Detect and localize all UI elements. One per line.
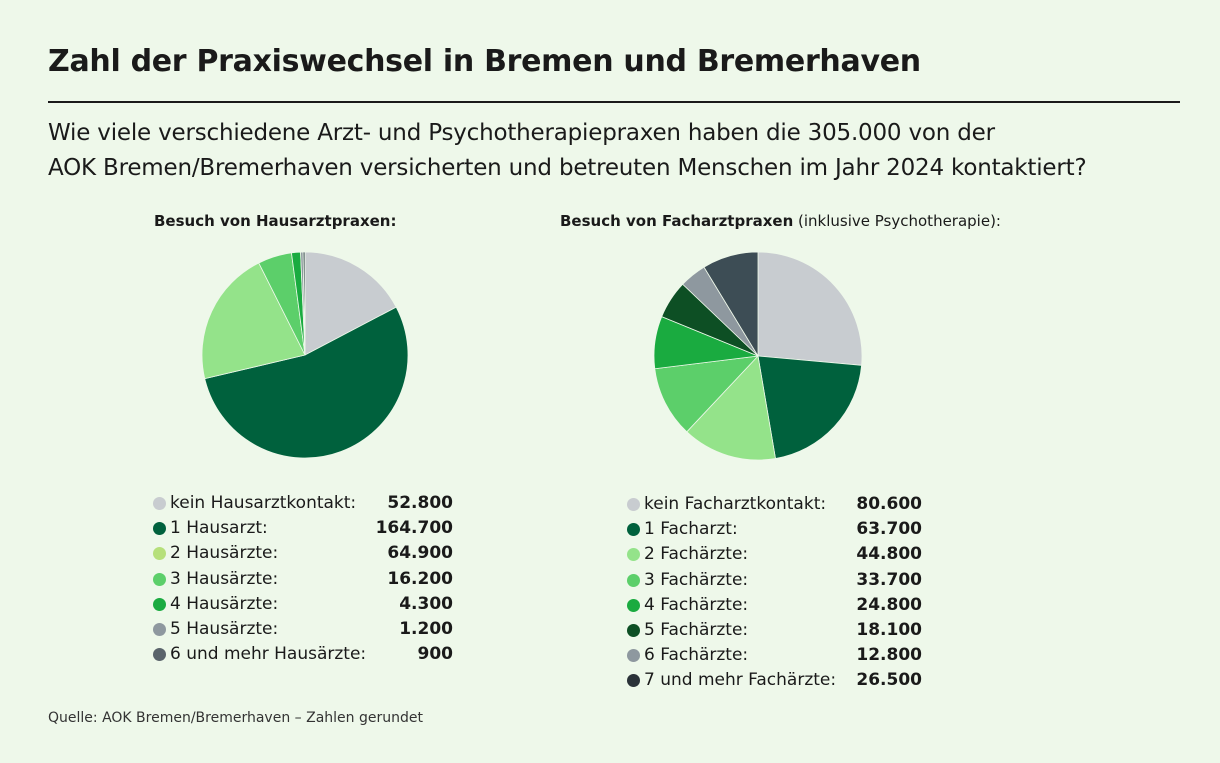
legend-label: kein Facharztkontakt: — [644, 494, 827, 514]
chart-title-facharzt: Besuch von Facharztpraxen (inklusive Psy… — [560, 212, 1001, 230]
legend-label: 2 Fachärzte: — [644, 544, 749, 565]
pie-slice — [757, 355, 863, 459]
source-note: Quelle: AOK Bremen/Bremerhaven – Zahlen … — [48, 710, 423, 726]
legend-item: 7 und mehr Fachärzte: 26.500 — [627, 668, 922, 693]
chart-title-text: Besuch von Hausarztpraxen: — [154, 212, 397, 230]
legend-label: 4 Hausärzte: — [170, 593, 279, 614]
legend-value: 164.700 — [375, 518, 453, 539]
legend-value: 33.700 — [856, 569, 922, 590]
legend-dot-icon — [153, 497, 166, 510]
legend-dot-icon — [627, 573, 640, 587]
legend-value: 18.100 — [856, 619, 922, 640]
legend-value: 16.200 — [387, 568, 453, 589]
legend-item: 5 Hausärzte: 1.200 — [153, 617, 453, 642]
legend-dot-icon — [153, 547, 166, 561]
legend-item: 4 Fachärzte: 24.800 — [627, 593, 922, 618]
pie-slice — [201, 262, 306, 380]
legend-label: 2 Hausärzte: — [170, 543, 279, 564]
legend-label: 6 und mehr Hausärzte: — [170, 644, 367, 665]
legend-value: 900 — [417, 644, 454, 665]
pie-slice — [654, 355, 760, 433]
legend-label: 3 Fachärzte: — [644, 569, 749, 590]
legend-dot-icon — [627, 548, 640, 562]
legend-label: 3 Hausärzte: — [170, 568, 279, 589]
legend-dot-icon — [153, 622, 166, 636]
legend-label: 1 Facharzt: — [644, 519, 738, 540]
legend-dot-icon — [627, 649, 640, 663]
legend-label: 7 und mehr Fachärzte: — [644, 670, 837, 691]
pie-slice — [304, 251, 397, 356]
legend-item: 1 Facharzt: 63.700 — [627, 517, 922, 542]
chart-title-text: Besuch von Facharztpraxen — [560, 212, 794, 230]
legend-label: 6 Fachärzte: — [644, 645, 749, 666]
legend-item: 2 Fachärzte: 44.800 — [627, 542, 922, 567]
legend-item: kein Facharztkontakt: 80.600 — [627, 492, 922, 517]
legend-value: 52.800 — [387, 493, 453, 513]
legend-facharzt: kein Facharztkontakt: 80.600 1 Facharzt: 63… — [627, 492, 922, 694]
legend-dot-icon — [627, 598, 640, 612]
pie-slice — [204, 306, 409, 459]
legend-label: kein Hausarztkontakt: — [170, 493, 357, 513]
legend-item: 6 Fachärzte: 12.800 — [627, 643, 922, 668]
legend-value: 44.800 — [856, 544, 922, 565]
legend-label: 5 Fachärzte: — [644, 619, 749, 640]
legend-dot-icon — [627, 674, 640, 688]
pie-chart-hausarzt — [201, 251, 409, 459]
legend-item: 3 Hausärzte: 16.200 — [153, 567, 453, 592]
legend-item: 6 und mehr Hausärzte: 900 — [153, 642, 453, 667]
legend-dot-icon — [627, 623, 640, 637]
legend-item: 3 Fachärzte: 33.700 — [627, 568, 922, 593]
legend-item: 4 Hausärzte: 4.300 — [153, 592, 453, 617]
legend-value: 64.900 — [387, 543, 453, 564]
legend-label: 4 Fachärzte: — [644, 594, 749, 615]
legend-dot-icon — [627, 523, 640, 537]
pie-slice — [703, 251, 759, 358]
subtitle-line-2: AOK Bremen/Bremerhaven versicherten und … — [48, 155, 1087, 181]
legend-item: 5 Fachärzte: 18.100 — [627, 618, 922, 643]
legend-label: 5 Hausärzte: — [170, 618, 279, 639]
title-divider — [48, 101, 1180, 103]
pie-slice — [757, 251, 863, 366]
legend-value: 80.600 — [856, 494, 922, 514]
legend-item: kein Hausarztkontakt: 52.800 — [153, 491, 453, 516]
pie-slice — [686, 355, 776, 461]
legend-value: 26.500 — [856, 670, 922, 691]
legend-label: 1 Hausarzt: — [170, 518, 268, 539]
legend-hausarzt: kein Hausarztkontakt: 52.800 1 Hausarzt: 16… — [153, 491, 453, 667]
legend-dot-icon — [153, 572, 166, 586]
pie-slice — [302, 251, 306, 356]
legend-value: 24.800 — [856, 594, 922, 615]
legend-dot-icon — [153, 648, 166, 662]
legend-item: 1 Hausarzt: 164.700 — [153, 516, 453, 541]
legend-value: 1.200 — [399, 618, 453, 639]
legend-dot-icon — [153, 522, 166, 536]
legend-item: 2 Hausärzte: 64.900 — [153, 541, 453, 566]
chart-title-suffix: (inklusive Psychotherapie): — [793, 212, 1001, 230]
chart-title-hausarzt: Besuch von Hausarztpraxen: — [154, 212, 396, 230]
legend-dot-icon — [627, 498, 640, 511]
page-title: Zahl der Praxiswechsel in Bremen und Bre… — [48, 44, 921, 79]
subtitle-line-1: Wie viele verschiedene Arzt- und Psychot… — [48, 120, 995, 146]
pie-chart-facharzt — [653, 251, 863, 461]
legend-value: 4.300 — [399, 593, 453, 614]
legend-dot-icon — [153, 597, 166, 611]
legend-value: 63.700 — [856, 519, 922, 540]
legend-value: 12.800 — [856, 645, 922, 666]
